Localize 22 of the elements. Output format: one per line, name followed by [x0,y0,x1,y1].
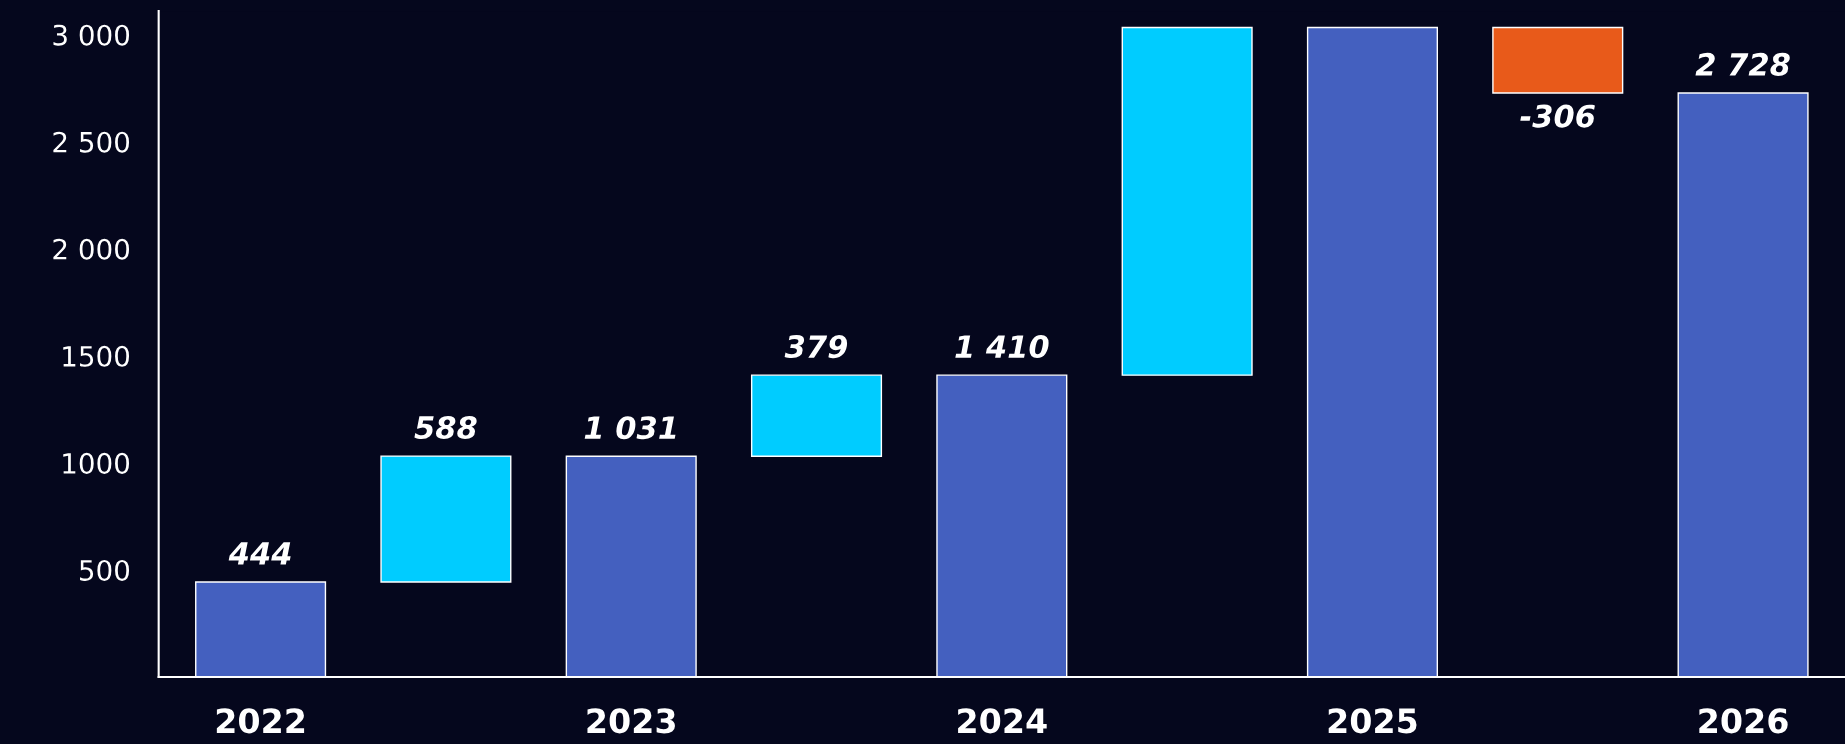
data-label: 444 [228,542,291,565]
y-tick-label: 2 000 [53,238,130,260]
bar [1121,26,1253,376]
y-tick-label: 3 000 [53,24,130,46]
y-tick-label: 1000 [63,452,130,474]
y-tick-label: 500 [80,559,130,581]
y-tick-label: 1500 [63,345,130,367]
bar [380,455,512,583]
x-tick-label: 2025 [1328,708,1417,734]
data-label: -306 [1520,104,1595,128]
x-tick-label: 2024 [958,708,1047,734]
y-tick-label: 2 500 [53,131,130,153]
data-label: 1 031 [584,416,676,440]
data-label: 1 410 [955,335,1049,359]
bar [1492,26,1624,94]
x-tick-label: 2026 [1699,708,1788,734]
bar [750,374,883,457]
x-tick-label: 2023 [587,708,675,734]
data-label: 588 [414,415,477,440]
data-label: 379 [784,335,848,359]
x-tick-label: 2022 [216,708,305,734]
data-label: 2 728 [1695,52,1790,76]
